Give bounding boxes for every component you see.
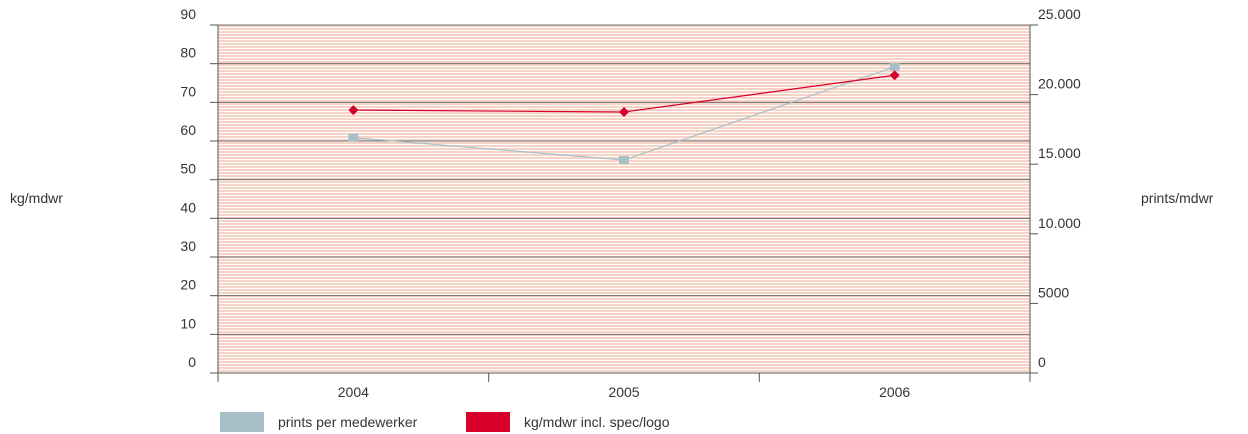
series-marker-0	[889, 62, 900, 71]
legend-item-kg: kg/mdwr incl. spec/logo	[466, 412, 670, 432]
series-marker-1	[889, 70, 900, 81]
x-tick-label: 2006	[879, 384, 910, 400]
y-right-tick-label: 10.000	[1038, 215, 1081, 231]
legend-label-prints: prints per medewerker	[278, 414, 418, 430]
y-left-tick-label: 90	[180, 6, 196, 22]
legend-item-prints: prints per medewerker	[220, 412, 417, 432]
y-right-tick-label: 5000	[1038, 284, 1069, 300]
y-left-tick-label: 20	[180, 277, 196, 293]
y-right-axis-label: prints/mdwr	[1141, 190, 1214, 206]
series-marker-1	[619, 107, 629, 117]
legend-label-kg: kg/mdwr incl. spec/logo	[524, 414, 670, 430]
y-right-tick-label: 25.000	[1038, 6, 1081, 22]
y-left-tick-label: 0	[188, 354, 196, 370]
y-left-tick-label: 70	[180, 83, 196, 99]
plot-area	[218, 25, 1030, 373]
y-right-tick-label: 20.000	[1038, 76, 1081, 92]
legend-swatch-prints	[220, 412, 264, 432]
series-marker-1	[348, 105, 359, 116]
y-left-tick-label: 60	[180, 122, 196, 138]
y-right-tick-label: 15.000	[1038, 145, 1081, 161]
y-left-axis-label: kg/mdwr	[10, 190, 63, 206]
y-left-tick-label: 40	[180, 199, 196, 215]
series-marker-0	[619, 156, 629, 165]
x-tick-label: 2005	[608, 384, 639, 400]
legend-swatch-kg	[466, 412, 510, 432]
y-left-tick-label: 10	[180, 315, 196, 331]
x-tick-label: 2004	[338, 384, 369, 400]
y-right-tick-label: 0	[1038, 354, 1046, 370]
y-left-tick-label: 80	[180, 45, 196, 61]
series-marker-0	[348, 133, 359, 142]
y-left-tick-label: 30	[180, 238, 196, 254]
y-left-tick-label: 50	[180, 161, 196, 177]
